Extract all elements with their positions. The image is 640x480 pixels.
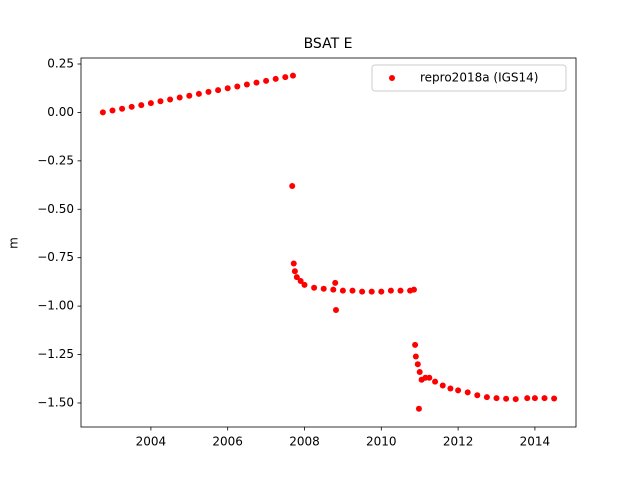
y-tick-label: −0.75 <box>37 250 74 264</box>
data-point <box>464 389 471 396</box>
legend-box <box>371 64 567 92</box>
data-point <box>263 77 270 84</box>
data-point <box>224 85 231 92</box>
data-point <box>176 94 183 101</box>
data-point <box>297 277 304 284</box>
data-point <box>293 274 300 281</box>
data-point <box>330 286 337 293</box>
data-point <box>234 83 241 90</box>
data-point <box>349 287 356 294</box>
data-point <box>289 183 296 190</box>
x-tick-label: 2004 <box>136 435 167 449</box>
y-tick-label: −1.50 <box>37 395 74 409</box>
data-point <box>432 378 439 385</box>
data-point <box>332 307 339 314</box>
x-tick-label: 2010 <box>366 435 397 449</box>
data-point <box>109 107 116 114</box>
data-point <box>186 92 193 99</box>
x-tick-label: 2012 <box>443 435 474 449</box>
data-point <box>412 353 419 360</box>
data-point <box>503 395 510 402</box>
data-point <box>541 395 548 402</box>
x-tick-label: 2008 <box>289 435 320 449</box>
data-point <box>455 387 462 394</box>
data-point <box>205 88 212 95</box>
data-point <box>157 98 164 105</box>
data-point <box>410 286 417 293</box>
data-point <box>320 285 327 292</box>
y-tick-label: 0.00 <box>47 105 74 119</box>
data-point <box>387 287 394 294</box>
data-point <box>447 385 454 392</box>
data-point <box>512 396 519 403</box>
data-point <box>474 392 481 399</box>
data-point <box>412 341 419 348</box>
x-tick-label: 2014 <box>520 435 551 449</box>
data-point <box>128 103 135 110</box>
data-point <box>282 74 289 81</box>
data-point <box>167 96 174 103</box>
data-point <box>311 284 318 291</box>
data-point <box>524 395 531 402</box>
data-point <box>289 72 296 79</box>
data-point <box>439 382 446 389</box>
data-point <box>483 394 490 401</box>
data-point <box>291 268 298 275</box>
data-point <box>531 395 538 402</box>
data-point <box>415 405 422 412</box>
data-point <box>215 87 222 94</box>
data-point <box>138 102 145 109</box>
data-point <box>414 361 421 368</box>
data-point <box>359 288 366 295</box>
data-point <box>368 288 375 295</box>
data-point <box>551 395 558 402</box>
data-point <box>397 287 404 294</box>
data-point <box>195 90 202 97</box>
data-point <box>493 395 500 402</box>
data-point <box>378 288 385 295</box>
y-tick-label: −0.50 <box>37 202 74 216</box>
x-tick-label: 2006 <box>212 435 243 449</box>
data-point <box>301 281 308 288</box>
legend-marker <box>389 75 395 81</box>
y-tick-label: −1.00 <box>37 299 74 313</box>
data-point <box>332 279 339 286</box>
data-point <box>99 109 106 116</box>
data-point <box>147 100 154 107</box>
data-point <box>426 374 433 381</box>
y-tick-label: 0.25 <box>47 57 74 71</box>
data-point <box>339 287 346 294</box>
data-point <box>253 79 260 86</box>
chart-title: BSAT E <box>304 36 353 52</box>
y-tick-label: −0.25 <box>37 153 74 167</box>
data-point <box>290 260 297 267</box>
y-axis-label: m <box>7 237 21 249</box>
data-point <box>119 105 126 112</box>
data-point <box>243 81 250 88</box>
data-point <box>272 75 279 82</box>
legend-label: repro2018a (IGS14) <box>420 71 538 85</box>
y-tick-label: −1.25 <box>37 347 74 361</box>
plot-frame <box>80 57 577 428</box>
data-point <box>416 368 423 375</box>
